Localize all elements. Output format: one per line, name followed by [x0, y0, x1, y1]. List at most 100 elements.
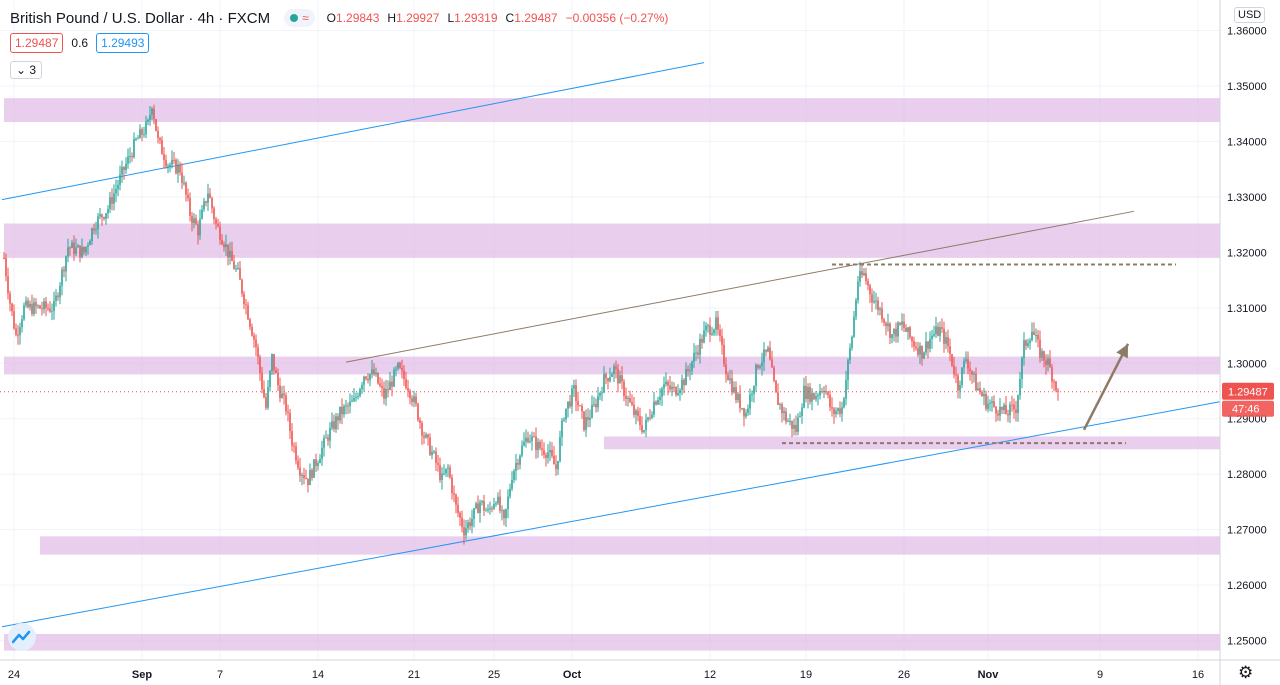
candle-body — [77, 245, 79, 248]
candle-body — [595, 404, 597, 408]
price-tick-label: 1.35000 — [1227, 81, 1267, 93]
candle-body — [399, 362, 401, 368]
high-value: 1.29927 — [396, 11, 440, 25]
candle-body — [929, 339, 931, 349]
price-tick-label: 1.32000 — [1227, 247, 1267, 259]
sell-price-button[interactable]: 1.29487 — [10, 33, 64, 53]
candle-body — [901, 321, 903, 325]
candle-body — [493, 504, 495, 509]
candle-body — [365, 376, 367, 380]
candle-body — [323, 437, 325, 448]
time-tick-label: 26 — [898, 669, 910, 681]
candle-body — [79, 245, 81, 257]
buy-price-button[interactable]: 1.29493 — [96, 33, 150, 53]
candle-body — [429, 437, 431, 455]
candle-body — [331, 421, 333, 428]
candle-body — [231, 250, 233, 262]
gear-icon[interactable]: ⚙ — [1238, 663, 1254, 682]
candle-body — [781, 404, 783, 414]
candle-body — [891, 334, 893, 338]
candle-body — [651, 414, 653, 418]
candle-body — [889, 323, 891, 338]
candle-body — [21, 319, 23, 328]
candle-body — [91, 228, 93, 241]
candle-body — [977, 388, 979, 391]
candle-body — [655, 401, 657, 405]
candle-body — [133, 138, 135, 158]
candle-body — [757, 364, 759, 368]
candle-body — [205, 201, 207, 203]
zone-rect — [40, 536, 1220, 555]
candle-body — [209, 193, 211, 199]
candle-body — [637, 410, 639, 417]
tradingview-logo-icon[interactable] — [8, 623, 36, 651]
indicators-toggle-button[interactable]: ⌄ 3 — [10, 61, 43, 79]
symbol-title[interactable]: British Pound / U.S. Dollar · 4h · FXCM — [10, 9, 271, 27]
candle-body — [899, 322, 901, 325]
candle-body — [965, 359, 967, 361]
candle-body — [161, 140, 163, 155]
candle-body — [551, 449, 553, 456]
candle-body — [853, 316, 855, 337]
candle-body — [547, 452, 549, 458]
candle-body — [1053, 381, 1055, 383]
candle-body — [693, 352, 695, 362]
candle-body — [729, 378, 731, 380]
candle-body — [1009, 404, 1011, 416]
candle-body — [359, 389, 361, 397]
candle-body — [957, 375, 959, 391]
time-tick-label: 16 — [1192, 669, 1204, 681]
candle-body — [667, 381, 669, 386]
candle-body — [163, 154, 165, 161]
candle-body — [997, 413, 999, 416]
zone-rect — [4, 356, 1220, 375]
market-status-badge[interactable]: ≈ — [284, 9, 315, 27]
candle-body — [1041, 351, 1043, 358]
currency-button[interactable]: USD — [1234, 7, 1266, 23]
candle-body — [297, 460, 299, 468]
candle-body — [127, 156, 129, 164]
candle-body — [427, 434, 429, 438]
candle-body — [499, 496, 501, 511]
candle-body — [311, 469, 313, 478]
candle-body — [943, 328, 945, 344]
candle-body — [165, 160, 167, 166]
candle-body — [559, 437, 561, 461]
candle-body — [593, 404, 595, 406]
price-tick-label: 1.25000 — [1227, 636, 1267, 648]
candle-body — [867, 280, 869, 286]
candle-body — [541, 448, 543, 450]
candle-body — [671, 387, 673, 390]
candle-body — [831, 407, 833, 409]
candle-body — [329, 427, 331, 441]
candle-body — [169, 164, 171, 166]
candle-body — [49, 308, 51, 312]
candle-body — [715, 317, 717, 330]
candle-body — [739, 393, 741, 409]
candle-body — [287, 411, 289, 413]
time-tick-label: 21 — [408, 669, 420, 681]
candle-body — [905, 327, 907, 332]
candle-body — [229, 250, 231, 258]
candle-body — [267, 386, 269, 408]
candle-body — [657, 399, 659, 405]
candle-body — [269, 371, 271, 387]
candle-body — [39, 305, 41, 309]
candle-body — [27, 300, 29, 308]
candle-body — [1033, 331, 1035, 336]
candle-body — [645, 419, 647, 431]
data-wave-icon: ≈ — [302, 11, 309, 25]
candle-body — [851, 336, 853, 348]
candle-body — [579, 405, 581, 407]
candle-body — [983, 394, 985, 397]
candle-body — [397, 362, 399, 369]
candle-body — [483, 501, 485, 511]
candle-body — [669, 385, 671, 390]
spread-value: 0.6 — [71, 36, 89, 50]
candle-body — [893, 328, 895, 335]
price-tick-label: 1.31000 — [1227, 303, 1267, 315]
candle-body — [697, 352, 699, 355]
price-axis-bg — [1220, 0, 1280, 685]
price-tick-label: 1.36000 — [1227, 26, 1267, 38]
